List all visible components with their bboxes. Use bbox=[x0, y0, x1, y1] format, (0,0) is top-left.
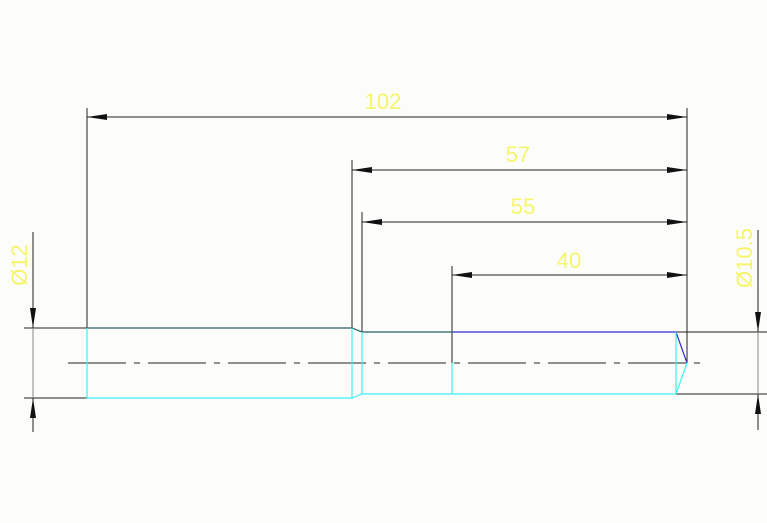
dimension-text-d12: Ø12 bbox=[7, 244, 32, 286]
dimension-text-57: 57 bbox=[506, 142, 530, 167]
dimension-text-d105: Ø10.5 bbox=[732, 228, 757, 288]
shaft-part bbox=[86, 327, 688, 399]
dimension-text-40: 40 bbox=[557, 248, 581, 273]
dimension-text-102: 102 bbox=[365, 89, 402, 114]
dimension-text-55: 55 bbox=[511, 194, 535, 219]
